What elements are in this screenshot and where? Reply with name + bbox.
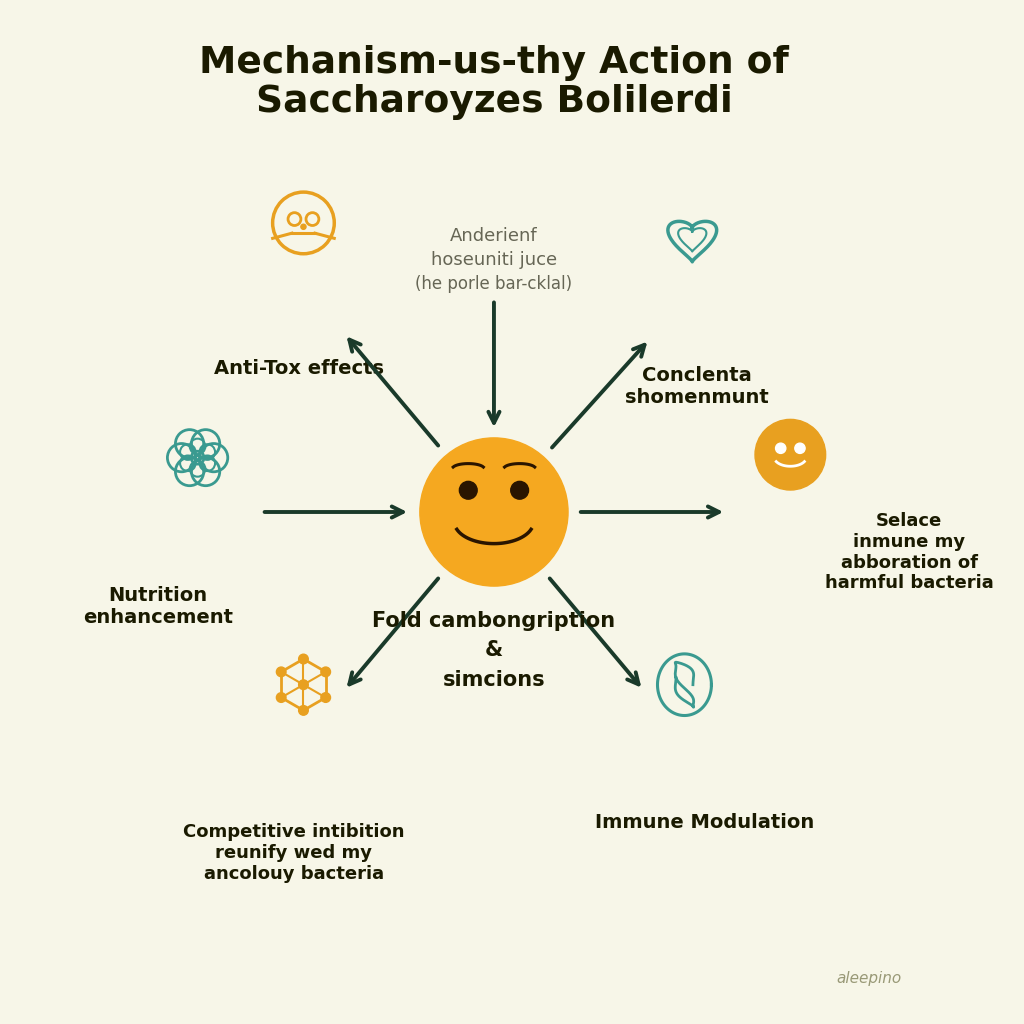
Circle shape [299,654,308,664]
Text: Selace
inmune my
abboration of
harmful bacteria: Selace inmune my abboration of harmful b… [825,512,993,593]
Circle shape [460,481,477,499]
Text: Nutrition
enhancement: Nutrition enhancement [83,586,233,627]
Text: aleepino: aleepino [837,971,902,986]
Text: Competitive intibition
reunify wed my
ancolouy bacteria: Competitive intibition reunify wed my an… [183,823,404,883]
Circle shape [299,680,308,689]
Text: Anti-Tox effects: Anti-Tox effects [214,359,384,378]
Text: Conclenta
shomenmunt: Conclenta shomenmunt [626,366,769,407]
Text: simcions: simcions [442,670,545,690]
Circle shape [795,443,805,454]
Text: Fold cambongription: Fold cambongription [373,610,615,631]
Text: hoseuniti juce: hoseuniti juce [431,251,557,269]
Text: Immune Modulation: Immune Modulation [595,813,814,833]
Circle shape [511,481,528,499]
Circle shape [321,692,331,702]
Circle shape [299,706,308,715]
Circle shape [755,420,825,490]
Circle shape [276,667,286,677]
Text: &: & [484,640,503,660]
Circle shape [420,438,568,586]
Circle shape [276,692,286,702]
Text: Mechanism-us-thy Action of: Mechanism-us-thy Action of [199,44,788,81]
Text: Anderienf: Anderienf [451,227,538,246]
Circle shape [321,667,331,677]
Circle shape [775,443,785,454]
Circle shape [301,224,306,229]
Text: Saccharoyzes Bolilerdi: Saccharoyzes Bolilerdi [256,84,732,120]
Text: (he porle bar-cklal): (he porle bar-cklal) [416,274,572,293]
